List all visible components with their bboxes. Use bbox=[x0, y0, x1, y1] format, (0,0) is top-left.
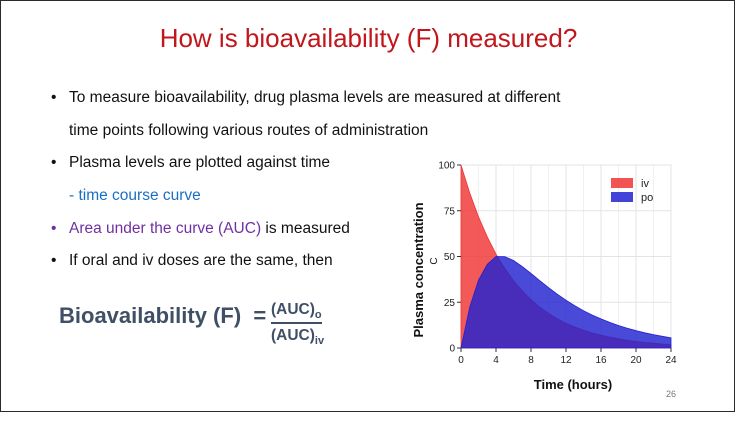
y-axis-sublabel: C bbox=[429, 257, 440, 264]
bullet-dot: • bbox=[51, 252, 57, 269]
slide-title: How is bioavailability (F) measured? bbox=[159, 23, 578, 53]
x-tick-label: 0 bbox=[458, 355, 464, 366]
numerator-sub: o bbox=[314, 309, 322, 322]
y-tick-label: 100 bbox=[438, 161, 455, 172]
x-axis-label: Time (hours) bbox=[534, 377, 613, 392]
formula-lhs: Bioavailability (F) = bbox=[59, 303, 266, 329]
x-tick-label: 4 bbox=[493, 355, 499, 366]
bullet-4: • If oral and iv doses are the same, then bbox=[51, 252, 333, 270]
denominator-text: (AUC) bbox=[271, 327, 315, 345]
y-tick-label: 75 bbox=[444, 206, 456, 217]
legend-label-iv: iv bbox=[641, 178, 649, 190]
x-tick-label: 20 bbox=[630, 355, 642, 366]
bullet-dot: • bbox=[51, 154, 57, 171]
y-tick-label: 0 bbox=[449, 344, 455, 355]
series-area-po bbox=[460, 256, 672, 349]
x-tick-label: 24 bbox=[665, 355, 677, 366]
auc-rest-text: is measured bbox=[261, 220, 350, 237]
legend-label-po: po bbox=[641, 192, 653, 204]
x-tick-label: 12 bbox=[560, 355, 572, 366]
formula-denominator: (AUC)iv bbox=[271, 327, 324, 347]
bullet-dot: • bbox=[51, 89, 57, 106]
x-tick-label: 8 bbox=[528, 355, 534, 366]
denominator-sub: iv bbox=[314, 335, 325, 348]
page-number: 26 bbox=[666, 389, 677, 399]
formula-label: Bioavailability (F) bbox=[59, 303, 242, 328]
bullet-1-continuation: time points following various routes of … bbox=[69, 122, 429, 139]
x-tick-label: 16 bbox=[595, 355, 607, 366]
formula-fraction: (AUC)o (AUC)iv bbox=[271, 301, 324, 347]
legend-swatch-iv bbox=[611, 178, 633, 188]
bullet-1: • To measure bioavailability, drug plasma… bbox=[51, 89, 560, 107]
formula-equals: = bbox=[253, 303, 267, 328]
bullet-1-text: To measure bioavailability, drug plasma … bbox=[69, 89, 561, 106]
chart-legend: iv po bbox=[611, 178, 653, 204]
chart-areas bbox=[460, 164, 672, 349]
slide: How is bioavailability (F) measured? • To… bbox=[0, 0, 735, 412]
bullet-dot: • bbox=[51, 220, 57, 237]
bullet-2-text: Plasma levels are plotted against time bbox=[69, 154, 331, 171]
legend-swatch-po bbox=[611, 192, 633, 202]
bullet-2: • Plasma levels are plotted against time bbox=[51, 154, 330, 172]
y-tick-label: 25 bbox=[444, 298, 456, 309]
chart-axes: 0 4 8 12 16 20 24 0 25 50 75 100 bbox=[438, 161, 677, 367]
numerator-text: (AUC) bbox=[271, 301, 315, 318]
time-course-curve-text: - time course curve bbox=[69, 187, 201, 204]
bullet-3: • Area under the curve (AUC) is measured bbox=[51, 220, 350, 238]
y-tick-label: 50 bbox=[444, 252, 456, 263]
bullet-4-text: If oral and iv doses are the same, then bbox=[69, 252, 333, 269]
y-axis-label: Plasma concentration bbox=[411, 202, 426, 337]
auc-text: Area under the curve (AUC) bbox=[69, 220, 262, 237]
formula-numerator: (AUC)o bbox=[271, 301, 322, 325]
